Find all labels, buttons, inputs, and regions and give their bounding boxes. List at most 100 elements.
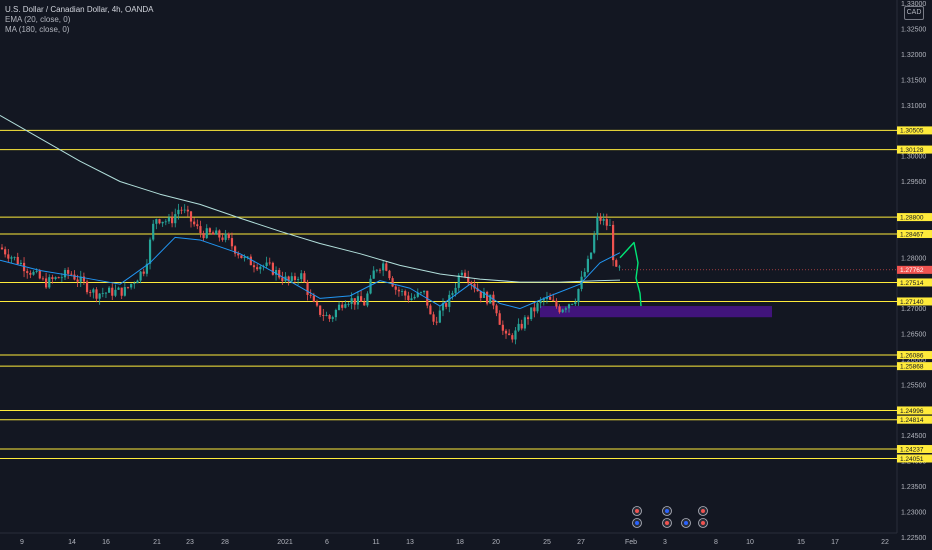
candle-body	[48, 277, 51, 288]
candle-body	[73, 274, 76, 280]
candle-body	[303, 273, 306, 283]
candle-body	[602, 219, 605, 221]
candle-body	[10, 257, 13, 259]
candle-body	[4, 249, 7, 255]
price-level-tag	[897, 213, 932, 222]
y-tick-label: 1.25500	[901, 382, 926, 389]
candle-body	[545, 296, 549, 299]
x-tick-label: 28	[221, 539, 229, 546]
candle-body	[57, 277, 60, 279]
candle-body	[404, 291, 407, 296]
x-tick-label: 23	[186, 539, 194, 546]
candle-body	[0, 247, 4, 250]
currency-badge[interactable]: CAD	[904, 6, 924, 20]
candle-body	[26, 271, 29, 273]
x-tick-label: 11	[372, 539, 379, 546]
candle-body	[366, 293, 369, 306]
candle-body	[243, 257, 246, 259]
candle-body	[615, 260, 618, 267]
candle-body	[278, 270, 281, 278]
candle-body	[218, 230, 221, 238]
candle-body	[378, 269, 382, 271]
x-tick-label: 3	[663, 539, 667, 546]
candle-body	[486, 291, 489, 304]
candle-body	[467, 276, 470, 283]
candle-body	[564, 308, 567, 310]
price-level-tag	[897, 297, 932, 306]
candle-body	[240, 255, 243, 259]
candle-body	[221, 237, 224, 240]
candle-body	[145, 263, 148, 274]
candle-body	[111, 287, 114, 296]
price-level-label: 1.24814	[900, 417, 924, 424]
x-tick-label: 10	[746, 539, 754, 546]
candle-body	[482, 291, 486, 298]
candle-body	[158, 219, 161, 224]
candle-body	[98, 293, 101, 299]
candle-body	[473, 283, 476, 289]
candle-body	[16, 256, 19, 265]
candle-body	[549, 296, 552, 300]
candle-body	[457, 275, 460, 288]
price-level-tag	[897, 445, 932, 454]
ma-indicator-label[interactable]: MA (180, close, 0)	[5, 25, 70, 34]
candle-body	[517, 323, 520, 331]
candle-body	[400, 291, 404, 292]
ema-indicator-label[interactable]: EMA (20, close, 0)	[5, 15, 71, 24]
price-level-label: 1.30128	[900, 147, 924, 154]
candle-body	[586, 258, 589, 272]
candle-body	[139, 271, 142, 281]
candle-body	[281, 277, 284, 282]
candle-body	[142, 271, 145, 274]
candle-body	[155, 219, 158, 224]
candle-body	[13, 256, 16, 258]
candle-body	[117, 287, 120, 290]
candle-body	[274, 270, 278, 275]
candle-body	[495, 305, 498, 314]
price-level-label: 1.27140	[900, 299, 924, 306]
y-tick-label: 1.24500	[901, 433, 926, 440]
candle-body	[196, 224, 199, 227]
candle-body	[479, 291, 482, 298]
y-tick-label: 1.26000	[901, 357, 926, 364]
candle-body	[608, 224, 612, 226]
x-tick-label: 2021	[277, 539, 293, 546]
x-tick-label: 6	[325, 539, 329, 546]
y-tick-label: 1.28000	[901, 255, 926, 262]
candle-body	[492, 294, 495, 306]
x-tick-label: 25	[543, 539, 551, 546]
price-level-tag	[897, 362, 932, 371]
chart-legend: U.S. Dollar / Canadian Dollar, 4h, OANDA…	[5, 5, 154, 35]
candle-body	[211, 232, 215, 235]
candle-body	[29, 272, 32, 275]
y-tick-label: 1.27000	[901, 306, 926, 313]
ma-180-line	[0, 114, 621, 283]
symbol-title[interactable]: U.S. Dollar / Canadian Dollar, 4h, OANDA	[5, 5, 154, 14]
price-level-tag	[897, 230, 932, 239]
candle-body	[470, 282, 473, 284]
candle-body	[256, 267, 259, 270]
candle-body	[542, 298, 545, 301]
candle-body	[259, 266, 262, 270]
candle-body	[555, 300, 558, 307]
candle-body	[130, 283, 133, 288]
x-tick-label: 17	[831, 539, 839, 546]
candle-body	[67, 269, 70, 274]
price-level-tag	[897, 278, 932, 287]
candle-body	[246, 256, 249, 258]
candle-body	[76, 279, 79, 282]
candle-body	[171, 217, 174, 224]
candle-body	[123, 287, 126, 296]
price-level-tag	[897, 351, 932, 360]
candle-body	[268, 262, 271, 264]
candle-body	[82, 276, 85, 282]
candle-body	[249, 256, 252, 266]
candle-body	[237, 253, 240, 256]
candle-body	[454, 287, 457, 294]
candle-body	[290, 276, 293, 282]
candle-body	[22, 262, 26, 272]
price-level-label: 1.24051	[900, 456, 924, 463]
candle-body	[612, 224, 615, 261]
candle-body	[372, 270, 375, 279]
